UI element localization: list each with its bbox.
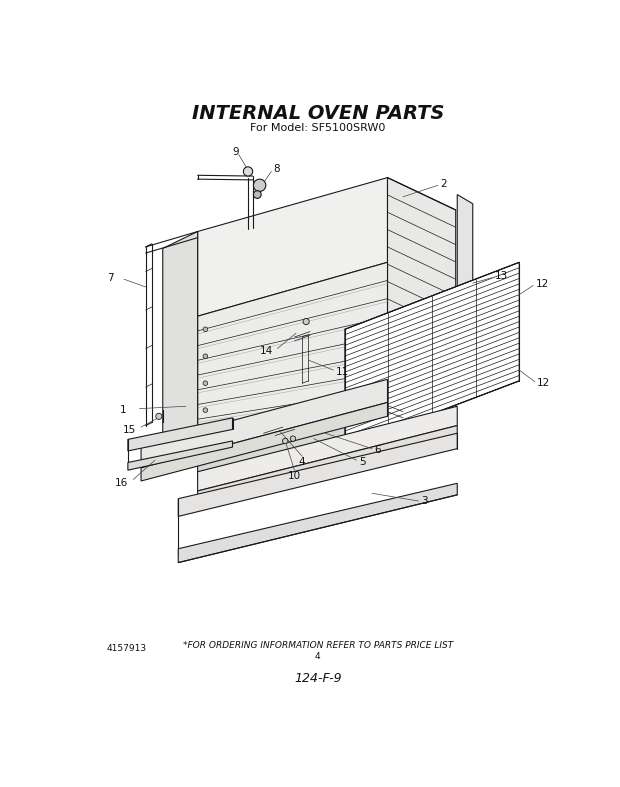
Text: 16: 16 — [115, 478, 128, 488]
Circle shape — [203, 327, 208, 331]
Polygon shape — [198, 406, 458, 491]
Circle shape — [243, 167, 253, 176]
Text: 12: 12 — [536, 279, 549, 289]
Polygon shape — [198, 262, 388, 449]
Circle shape — [203, 354, 208, 359]
Circle shape — [254, 179, 266, 191]
Text: 2: 2 — [440, 179, 447, 189]
Polygon shape — [162, 231, 198, 463]
Circle shape — [254, 190, 261, 198]
Text: 1: 1 — [120, 405, 126, 415]
Text: 4157913: 4157913 — [107, 645, 147, 653]
Polygon shape — [198, 383, 456, 479]
Text: 10: 10 — [288, 471, 301, 482]
Text: 4: 4 — [298, 456, 305, 467]
Text: INTERNAL OVEN PARTS: INTERNAL OVEN PARTS — [192, 104, 444, 124]
Circle shape — [283, 438, 288, 444]
Polygon shape — [198, 426, 458, 503]
Circle shape — [303, 319, 309, 325]
Polygon shape — [141, 402, 388, 481]
Polygon shape — [141, 379, 388, 468]
Circle shape — [203, 408, 208, 412]
Text: 3: 3 — [421, 496, 427, 506]
Text: 15: 15 — [123, 425, 136, 435]
Text: 7: 7 — [107, 273, 113, 283]
Text: 12: 12 — [537, 379, 551, 388]
Polygon shape — [198, 178, 388, 316]
Text: 8: 8 — [273, 164, 280, 174]
Text: sitteplacementsparts.com: sitteplacementsparts.com — [246, 409, 374, 419]
Text: *FOR ORDERING INFORMATION REFER TO PARTS PRICE LIST: *FOR ORDERING INFORMATION REFER TO PARTS… — [183, 641, 453, 650]
Text: 5: 5 — [359, 456, 365, 467]
Text: 124-F-9: 124-F-9 — [294, 671, 342, 685]
Polygon shape — [345, 262, 520, 447]
Polygon shape — [128, 441, 232, 470]
Text: 11: 11 — [335, 367, 349, 377]
Circle shape — [203, 381, 208, 386]
Polygon shape — [179, 433, 458, 516]
Text: 4: 4 — [315, 652, 321, 661]
Circle shape — [156, 413, 162, 419]
Circle shape — [290, 436, 296, 442]
Polygon shape — [128, 418, 232, 451]
Text: 14: 14 — [260, 345, 273, 356]
Text: For Model: SF5100SRW0: For Model: SF5100SRW0 — [250, 123, 386, 132]
Text: 9: 9 — [232, 147, 239, 157]
Text: 13: 13 — [495, 272, 508, 281]
Polygon shape — [388, 178, 456, 383]
Polygon shape — [458, 194, 472, 379]
Polygon shape — [179, 483, 458, 563]
Text: 6: 6 — [374, 445, 381, 455]
